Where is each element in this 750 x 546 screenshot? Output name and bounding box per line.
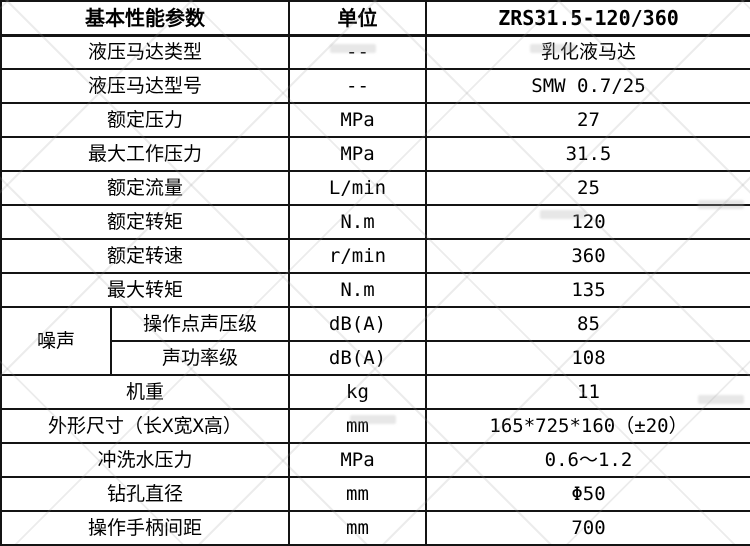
unit-cell: N.m	[288, 272, 427, 308]
table-row: 额定流量 L/min 25	[0, 170, 750, 206]
value-cell: 360	[425, 238, 750, 274]
unit-cell: L/min	[288, 170, 427, 206]
table-header-row: 基本性能参数 单位 ZRS31.5-120/360	[0, 0, 750, 37]
param-sublabel-cell: 操作点声压级	[110, 306, 290, 342]
value-cell: 25	[425, 170, 750, 206]
value-cell: 165*725*160（±20）	[425, 408, 750, 444]
param-label-cell: 外形尺寸（长X宽X高）	[0, 408, 290, 444]
unit-cell: mm	[288, 408, 427, 444]
unit-cell: MPa	[288, 442, 427, 478]
value-cell: 11	[425, 374, 750, 410]
param-label-cell: 液压马达类型	[0, 34, 290, 70]
value-cell: 乳化液马达	[425, 34, 750, 70]
param-label-cell: 机重	[0, 374, 290, 410]
unit-cell: dB(A)	[288, 340, 427, 376]
param-label-cell: 液压马达型号	[0, 68, 290, 104]
param-label-cell: 额定转速	[0, 238, 290, 274]
param-label-cell: 冲洗水压力	[0, 442, 290, 478]
header-model: ZRS31.5-120/360	[425, 0, 750, 37]
unit-cell: N.m	[288, 204, 427, 240]
unit-cell: kg	[288, 374, 427, 410]
noise-group-cell: 噪声	[0, 306, 112, 376]
header-unit: 单位	[288, 0, 427, 37]
unit-cell: MPa	[288, 136, 427, 172]
table-row: 液压马达类型 -- 乳化液马达	[0, 34, 750, 70]
param-label-cell: 操作手柄间距	[0, 510, 290, 546]
value-cell: 120	[425, 204, 750, 240]
value-cell: 108	[425, 340, 750, 376]
table-row: 机重 kg 11	[0, 374, 750, 410]
table-row: 额定压力 MPa 27	[0, 102, 750, 138]
param-label-cell: 最大工作压力	[0, 136, 290, 172]
table-row: 额定转速 r/min 360	[0, 238, 750, 274]
value-cell: SMW 0.7/25	[425, 68, 750, 104]
param-label-cell: 额定转矩	[0, 204, 290, 240]
table-row: 操作手柄间距 mm 700	[0, 510, 750, 546]
value-cell: 27	[425, 102, 750, 138]
unit-cell: MPa	[288, 102, 427, 138]
value-cell: 85	[425, 306, 750, 342]
table-row: 外形尺寸（长X宽X高） mm 165*725*160（±20）	[0, 408, 750, 444]
param-label-cell: 最大转矩	[0, 272, 290, 308]
unit-cell: mm	[288, 510, 427, 546]
table-row-noise-2: 声功率级 dB(A) 108	[1, 340, 750, 376]
value-cell: 0.6～1.2	[425, 442, 750, 478]
table-row: 最大工作压力 MPa 31.5	[0, 136, 750, 172]
value-cell: 31.5	[425, 136, 750, 172]
param-sublabel-cell: 声功率级	[110, 340, 290, 376]
header-param: 基本性能参数	[0, 0, 290, 37]
param-label-cell: 额定流量	[0, 170, 290, 206]
value-cell: 700	[425, 510, 750, 546]
table-row: 液压马达型号 -- SMW 0.7/25	[0, 68, 750, 104]
unit-cell: dB(A)	[288, 306, 427, 342]
table-row: 最大转矩 N.m 135	[0, 272, 750, 308]
param-label-cell: 额定压力	[0, 102, 290, 138]
unit-cell: mm	[288, 476, 427, 512]
table-row: 额定转矩 N.m 120	[0, 204, 750, 240]
param-label-cell: 钻孔直径	[0, 476, 290, 512]
value-cell: 135	[425, 272, 750, 308]
table-row-noise-1: 噪声 操作点声压级 dB(A) 85	[0, 306, 750, 376]
value-cell: Φ50	[425, 476, 750, 512]
unit-cell: r/min	[288, 238, 427, 274]
unit-cell: --	[288, 68, 427, 104]
table-row: 钻孔直径 mm Φ50	[0, 476, 750, 512]
unit-cell: --	[288, 34, 427, 70]
table-row: 冲洗水压力 MPa 0.6～1.2	[0, 442, 750, 478]
